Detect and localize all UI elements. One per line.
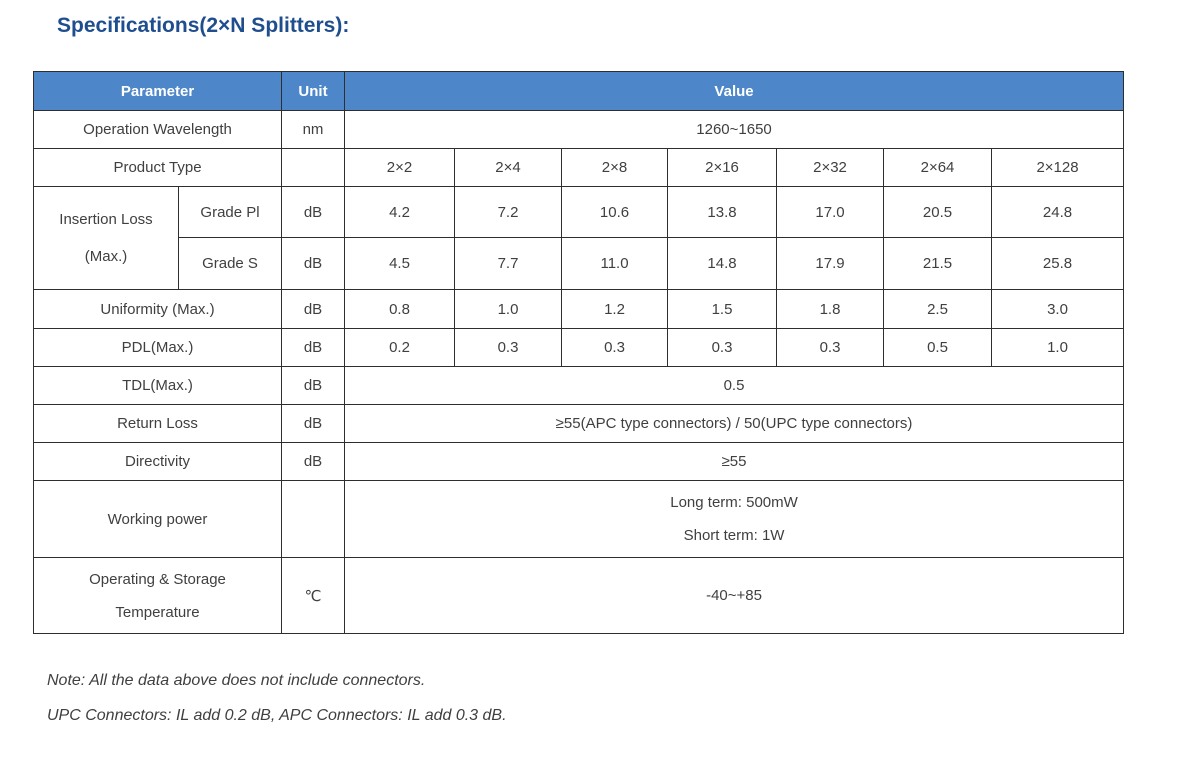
param-pdl: PDL(Max.) bbox=[32, 328, 283, 367]
row-temperature: Operating & Storage Temperature ℃ -40~+8… bbox=[32, 557, 1125, 634]
unit-operation-wavelength: nm bbox=[281, 110, 346, 149]
pdl-2x64: 0.5 bbox=[883, 328, 993, 367]
page-title: Specifications(2×N Splitters): bbox=[57, 14, 350, 37]
il-pl-2x64: 20.5 bbox=[883, 186, 993, 238]
il-s-2x16: 14.8 bbox=[667, 237, 778, 290]
uniformity-2x2: 0.8 bbox=[344, 289, 456, 329]
row-working-power: Working power Long term: 500mW Short ter… bbox=[32, 480, 1125, 558]
pdl-2x128: 1.0 bbox=[991, 328, 1125, 367]
param-temperature: Operating & Storage Temperature bbox=[32, 557, 283, 634]
product-type-2x128: 2×128 bbox=[991, 148, 1125, 187]
il-pl-2x8: 10.6 bbox=[561, 186, 669, 238]
value-temperature: -40~+85 bbox=[344, 557, 1125, 634]
note-connectors: Note: All the data above does not includ… bbox=[47, 672, 426, 689]
pdl-2x16: 0.3 bbox=[667, 328, 778, 367]
note-il-add: UPC Connectors: IL add 0.2 dB, APC Conne… bbox=[47, 707, 507, 724]
table-header-row: Parameter Unit Value bbox=[32, 71, 1125, 111]
insertion-loss-label-line1: Insertion Loss bbox=[59, 211, 153, 228]
grade-pl-label: Grade Pl bbox=[177, 186, 283, 238]
pdl-2x32: 0.3 bbox=[776, 328, 885, 367]
product-type-2x8: 2×8 bbox=[561, 148, 669, 187]
row-pdl: PDL(Max.) dB 0.2 0.3 0.3 0.3 0.3 0.5 1.0 bbox=[32, 328, 1125, 367]
il-pl-2x2: 4.2 bbox=[344, 186, 456, 238]
product-type-2x16: 2×16 bbox=[667, 148, 778, 187]
value-working-power: Long term: 500mW Short term: 1W bbox=[344, 480, 1125, 558]
specifications-table: Parameter Unit Value Operation Wavelengt… bbox=[32, 71, 1125, 634]
uniformity-2x128: 3.0 bbox=[991, 289, 1125, 329]
working-power-long-term: Long term: 500mW bbox=[670, 494, 798, 511]
row-insertion-loss-grade-pl: Insertion Loss (Max.) Grade Pl dB 4.2 7.… bbox=[33, 186, 1125, 290]
il-s-2x2: 4.5 bbox=[344, 237, 456, 290]
unit-directivity: dB bbox=[281, 442, 346, 481]
header-parameter: Parameter bbox=[32, 71, 283, 111]
param-tdl: TDL(Max.) bbox=[32, 366, 283, 405]
product-type-2x2: 2×2 bbox=[344, 148, 456, 187]
unit-grade-pl: dB bbox=[281, 186, 346, 238]
working-power-short-term: Short term: 1W bbox=[683, 527, 785, 544]
insertion-loss-label-line2: (Max.) bbox=[84, 248, 128, 265]
il-s-2x4: 7.7 bbox=[454, 237, 563, 290]
row-directivity: Directivity dB ≥55 bbox=[32, 442, 1125, 481]
param-directivity: Directivity bbox=[32, 442, 283, 481]
temperature-label-line1: Operating & Storage bbox=[89, 570, 226, 588]
value-operation-wavelength: 1260~1650 bbox=[344, 110, 1125, 149]
uniformity-2x32: 1.8 bbox=[776, 289, 885, 329]
uniformity-2x4: 1.0 bbox=[454, 289, 563, 329]
unit-temperature: ℃ bbox=[281, 557, 346, 634]
il-pl-2x128: 24.8 bbox=[991, 186, 1125, 238]
notes-section: Note: All the data above does not includ… bbox=[47, 672, 1184, 725]
il-s-2x8: 11.0 bbox=[561, 237, 669, 290]
value-directivity: ≥55 bbox=[344, 442, 1125, 481]
uniformity-2x8: 1.2 bbox=[561, 289, 669, 329]
il-s-2x128: 25.8 bbox=[991, 237, 1125, 290]
il-s-2x64: 21.5 bbox=[883, 237, 993, 290]
il-pl-2x32: 17.0 bbox=[776, 186, 885, 238]
unit-pdl: dB bbox=[281, 328, 346, 367]
temperature-label-line2: Temperature bbox=[115, 603, 200, 621]
row-tdl: TDL(Max.) dB 0.5 bbox=[32, 366, 1125, 405]
row-operation-wavelength: Operation Wavelength nm 1260~1650 bbox=[32, 110, 1125, 149]
param-return-loss: Return Loss bbox=[32, 404, 283, 443]
row-uniformity: Uniformity (Max.) dB 0.8 1.0 1.2 1.5 1.8… bbox=[32, 289, 1125, 329]
pdl-2x4: 0.3 bbox=[454, 328, 563, 367]
param-insertion-loss: Insertion Loss (Max.) bbox=[33, 186, 179, 290]
row-return-loss: Return Loss dB ≥55(APC type connectors) … bbox=[32, 404, 1125, 443]
value-return-loss: ≥55(APC type connectors) / 50(UPC type c… bbox=[344, 404, 1125, 443]
uniformity-2x16: 1.5 bbox=[667, 289, 778, 329]
param-operation-wavelength: Operation Wavelength bbox=[32, 110, 283, 149]
product-type-2x4: 2×4 bbox=[454, 148, 563, 187]
header-unit: Unit bbox=[281, 71, 346, 111]
row-product-type: Product Type 2×2 2×4 2×8 2×16 2×32 2×64 … bbox=[32, 148, 1125, 187]
unit-working-power bbox=[281, 480, 346, 558]
param-product-type: Product Type bbox=[32, 148, 283, 187]
unit-tdl: dB bbox=[281, 366, 346, 405]
unit-product-type bbox=[281, 148, 346, 187]
unit-return-loss: dB bbox=[281, 404, 346, 443]
header-value: Value bbox=[344, 71, 1125, 111]
param-uniformity: Uniformity (Max.) bbox=[32, 289, 283, 329]
product-type-2x64: 2×64 bbox=[883, 148, 993, 187]
row-insertion-loss-grade-s: Grade S dB 4.5 7.7 11.0 14.8 17.9 21.5 2… bbox=[34, 237, 1125, 290]
pdl-2x2: 0.2 bbox=[344, 328, 456, 367]
product-type-2x32: 2×32 bbox=[776, 148, 885, 187]
unit-grade-s: dB bbox=[281, 237, 346, 290]
pdl-2x8: 0.3 bbox=[561, 328, 669, 367]
il-pl-2x16: 13.8 bbox=[667, 186, 778, 238]
value-tdl: 0.5 bbox=[344, 366, 1125, 405]
uniformity-2x64: 2.5 bbox=[883, 289, 993, 329]
param-working-power: Working power bbox=[32, 480, 283, 558]
grade-s-label: Grade S bbox=[177, 237, 283, 290]
il-s-2x32: 17.9 bbox=[776, 237, 885, 290]
unit-uniformity: dB bbox=[281, 289, 346, 329]
il-pl-2x4: 7.2 bbox=[454, 186, 563, 238]
